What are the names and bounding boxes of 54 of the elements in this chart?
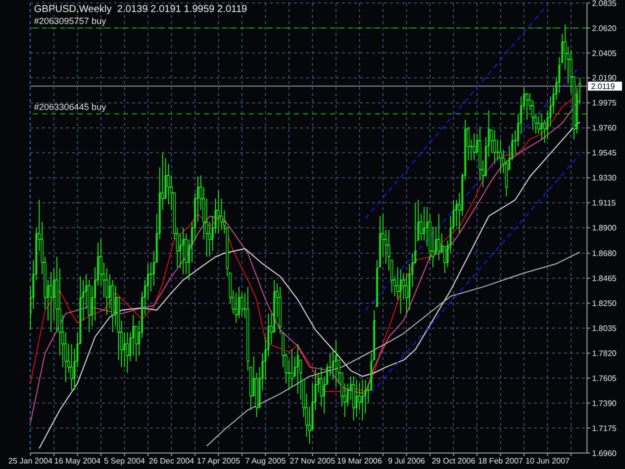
y-tick-label: 1.9975 xyxy=(592,98,618,108)
y-tick-label: 1.8035 xyxy=(592,324,618,333)
y-tick-label: 1.6960 xyxy=(592,448,618,458)
y-tick-label: 1.7390 xyxy=(592,398,618,408)
chart-title: GBPUSD,Weekly 2.0139 2.0191 1.9959 2.0119 xyxy=(34,4,248,15)
candlestick xyxy=(361,379,364,421)
x-tick-label: 19 Mar 2006 xyxy=(337,456,383,466)
candlestick xyxy=(70,343,73,391)
candlestick xyxy=(352,376,356,421)
x-tick-label: 5 Sep 2004 xyxy=(104,456,146,466)
line-series xyxy=(206,252,580,447)
y-tick-label: 1.7820 xyxy=(592,348,618,358)
y-tick-label: 2.0620 xyxy=(592,24,618,33)
y-tick-label: 1.7605 xyxy=(592,374,618,383)
y-tick-label: 1.8900 xyxy=(592,224,618,233)
x-tick-label: 16 May 2004 xyxy=(54,456,102,466)
y-tick-label: 1.9545 xyxy=(592,148,618,158)
candlestick xyxy=(540,113,543,140)
ref-line-label: 2.0119 xyxy=(591,82,616,91)
candlestick xyxy=(50,271,52,333)
y-tick-label: 2.0190 xyxy=(592,74,618,83)
candlestick xyxy=(455,199,458,228)
candlestick xyxy=(238,286,240,319)
candlestick xyxy=(123,332,126,368)
x-tick-label: 10 Jun 2007 xyxy=(526,456,570,466)
ref-line-label: #2063095757 buy xyxy=(34,16,107,26)
y-tick-label: 1.8465 xyxy=(592,274,618,284)
y-tick-label: 1.9760 xyxy=(592,124,618,133)
y-tick-label: 2.0405 xyxy=(592,48,618,58)
y-tick-label: 1.9330 xyxy=(592,174,618,183)
x-tick-label: 27 Nov 2005 xyxy=(290,456,336,466)
x-tick-label: 26 Dec 2004 xyxy=(148,456,195,466)
candlestick xyxy=(217,190,220,234)
y-tick-label: 1.7175 xyxy=(592,424,618,433)
candlestick xyxy=(400,269,402,314)
x-tick-label: 18 Feb 2007 xyxy=(478,456,524,466)
x-tick-label: 29 Oct 2006 xyxy=(432,456,476,466)
candlestick xyxy=(472,133,476,161)
y-tick-label: 1.9115 xyxy=(592,198,616,208)
candlestick xyxy=(437,213,440,261)
x-tick-label: 25 Jan 2004 xyxy=(8,456,53,466)
candlestick xyxy=(499,138,502,174)
candlestick xyxy=(126,332,129,374)
candlestick xyxy=(356,379,358,418)
y-tick-label: 1.8680 xyxy=(592,249,618,258)
x-tick-label: 17 Apr 2005 xyxy=(196,456,241,466)
candlestick xyxy=(182,227,184,275)
candlestick xyxy=(493,130,496,164)
x-tick-label: 7 Aug 2005 xyxy=(245,456,286,466)
x-tick-label: 9 Jul 2006 xyxy=(388,456,426,466)
y-tick-label: 1.8250 xyxy=(592,299,618,308)
candlestick xyxy=(290,349,294,388)
ref-line-label: #2063306445 buy xyxy=(34,102,107,112)
y-tick-label: 2.0835 xyxy=(592,0,618,8)
